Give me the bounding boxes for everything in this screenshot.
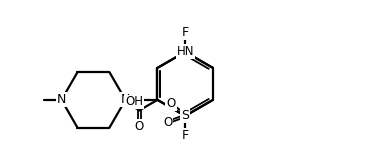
Text: OH: OH [125, 95, 143, 108]
Text: S: S [181, 109, 189, 122]
Text: O: O [166, 97, 176, 111]
Text: N: N [57, 93, 66, 106]
Text: F: F [182, 26, 189, 39]
Text: HN: HN [176, 45, 194, 58]
Text: N: N [121, 93, 130, 106]
Text: F: F [182, 129, 189, 142]
Text: O: O [163, 116, 173, 129]
Text: O: O [135, 120, 144, 133]
